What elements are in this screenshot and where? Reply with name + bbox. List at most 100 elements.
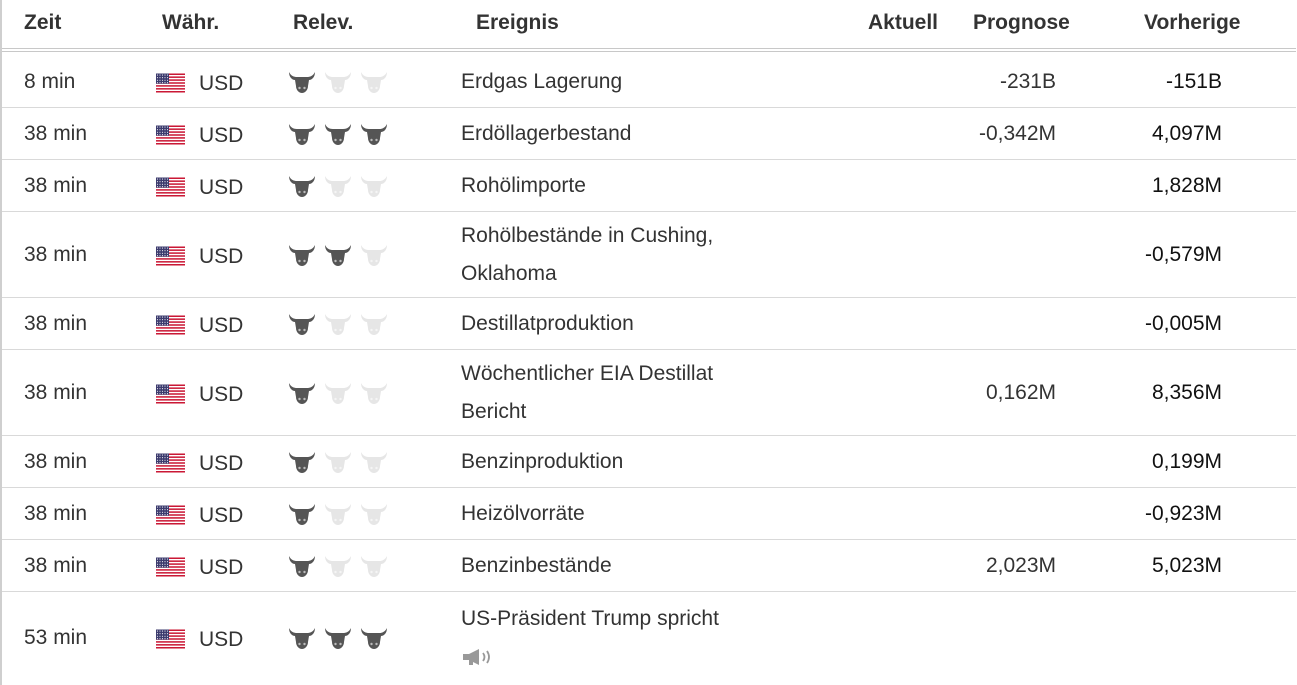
event-name-text: Benzinproduktion xyxy=(461,449,624,473)
header-event[interactable]: Ereignis xyxy=(476,11,559,34)
event-time: 38 min xyxy=(24,311,88,335)
header-currency[interactable]: Währ. xyxy=(162,11,220,34)
importance-rating xyxy=(288,70,388,94)
header-actual[interactable]: Aktuell xyxy=(868,11,939,34)
speech-icon xyxy=(461,648,495,666)
event-currency: USD xyxy=(199,628,244,651)
bull-icon xyxy=(324,70,352,94)
bull-icon xyxy=(288,450,316,474)
us-flag-icon xyxy=(156,177,185,196)
event-name-text: Rohölimporte xyxy=(461,173,586,197)
event-name-text: US-Präsident Trump spricht xyxy=(461,607,719,630)
bull-icon xyxy=(324,381,352,405)
us-flag-icon xyxy=(156,629,185,649)
event-currency: USD xyxy=(199,123,244,147)
bull-icon xyxy=(324,502,352,526)
event-name-text: Destillatproduktion xyxy=(461,311,634,335)
us-flag-icon xyxy=(156,453,185,472)
bull-icon xyxy=(288,174,316,198)
table-row[interactable]: 38 min USD Rohölimporte 1,828M xyxy=(2,160,1296,212)
event-time: 38 min xyxy=(24,553,88,577)
event-name[interactable]: Destillatproduktion xyxy=(461,305,781,343)
bull-icon xyxy=(360,626,388,650)
event-name-text: Rohölbestände in Cushing, Oklahoma xyxy=(461,223,714,285)
event-previous: -151B xyxy=(1165,69,1222,93)
bull-icon xyxy=(324,626,352,650)
table-row[interactable]: 38 min USD Destillatproduktion -0,005M xyxy=(2,298,1296,350)
event-currency: USD xyxy=(199,555,244,579)
bull-icon xyxy=(324,174,352,198)
bull-icon xyxy=(360,450,388,474)
us-flag-icon xyxy=(156,73,185,92)
table-row[interactable]: 38 min USD Erdöllagerbestand -0,342M 4,097M xyxy=(2,108,1296,160)
importance-rating xyxy=(288,243,388,267)
importance-rating xyxy=(288,381,388,405)
table-row[interactable]: 38 min USD Benzinproduktion 0,199M xyxy=(2,436,1296,488)
bull-icon xyxy=(288,70,316,94)
event-name[interactable]: Rohölbestände in Cushing, Oklahoma xyxy=(461,217,781,293)
header-previous[interactable]: Vorherige xyxy=(1144,11,1241,34)
event-name-text: Erdöllagerbestand xyxy=(461,121,632,145)
event-currency: USD xyxy=(199,244,244,268)
event-time: 8 min xyxy=(24,69,76,93)
bull-icon xyxy=(360,174,388,198)
bull-icon xyxy=(288,554,316,578)
event-name[interactable]: Benzinbestände xyxy=(461,547,781,585)
event-name[interactable]: Wöchentlicher EIA Destillat Bericht xyxy=(461,355,781,431)
event-forecast: -231B xyxy=(999,69,1056,93)
event-previous: -0,579M xyxy=(1144,242,1222,266)
bull-icon xyxy=(324,122,352,146)
bull-icon xyxy=(360,122,388,146)
event-previous: 8,356M xyxy=(1151,380,1222,404)
event-name[interactable]: US-Präsident Trump spricht xyxy=(461,600,781,676)
event-currency: USD xyxy=(199,175,244,199)
importance-rating xyxy=(288,502,388,526)
us-flag-icon xyxy=(156,125,185,144)
table-row[interactable]: 38 min USD Rohölbestände in Cushing, Oklah… xyxy=(2,212,1296,298)
bull-icon xyxy=(360,243,388,267)
bull-icon xyxy=(360,502,388,526)
header-relevance[interactable]: Relev. xyxy=(293,11,354,34)
event-currency: USD xyxy=(199,71,244,95)
event-currency: USD xyxy=(199,313,244,337)
bull-icon xyxy=(324,450,352,474)
event-forecast: 2,023M xyxy=(985,553,1056,577)
us-flag-icon xyxy=(156,557,185,576)
header-time[interactable]: Zeit xyxy=(24,11,62,34)
event-time: 53 min xyxy=(24,626,88,649)
event-name-text: Wöchentlicher EIA Destillat Bericht xyxy=(461,361,714,423)
bull-icon xyxy=(288,502,316,526)
table-row[interactable]: 8 min USD Erdgas Lagerung -231B -151B xyxy=(2,56,1296,108)
importance-rating xyxy=(288,554,388,578)
event-time: 38 min xyxy=(24,121,88,145)
event-previous: -0,005M xyxy=(1144,311,1222,335)
bull-icon xyxy=(360,70,388,94)
table-row[interactable]: 53 min USD US-Präsident Trump spricht xyxy=(2,592,1296,684)
event-forecast: 0,162M xyxy=(985,380,1056,404)
event-currency: USD xyxy=(199,503,244,527)
event-previous: 5,023M xyxy=(1151,553,1222,577)
header-forecast[interactable]: Prognose xyxy=(973,11,1070,34)
us-flag-icon xyxy=(156,246,185,265)
table-row[interactable]: 38 min USD Wöchentlicher EIA Destillat Ber… xyxy=(2,350,1296,436)
bull-icon xyxy=(324,554,352,578)
bull-icon xyxy=(288,626,316,650)
event-currency: USD xyxy=(199,382,244,406)
event-name[interactable]: Erdgas Lagerung xyxy=(461,63,781,101)
importance-rating xyxy=(288,122,388,146)
table-header: Zeit Währ. Relev. Ereignis Aktuell Progn… xyxy=(2,0,1296,52)
event-name[interactable]: Heizölvorräte xyxy=(461,495,781,533)
event-forecast: -0,342M xyxy=(978,121,1056,145)
event-name[interactable]: Erdöllagerbestand xyxy=(461,115,781,153)
bull-icon xyxy=(360,554,388,578)
table-row[interactable]: 38 min USD Benzinbestände 2,023M 5,023M xyxy=(2,540,1296,592)
event-name[interactable]: Benzinproduktion xyxy=(461,443,781,481)
us-flag-icon xyxy=(156,384,185,403)
table-row[interactable]: 38 min USD Heizölvorräte -0,923M xyxy=(2,488,1296,540)
event-previous: 1,828M xyxy=(1151,173,1222,197)
event-name[interactable]: Rohölimporte xyxy=(461,167,781,205)
bull-icon xyxy=(324,312,352,336)
event-currency: USD xyxy=(199,451,244,475)
bull-icon xyxy=(288,312,316,336)
